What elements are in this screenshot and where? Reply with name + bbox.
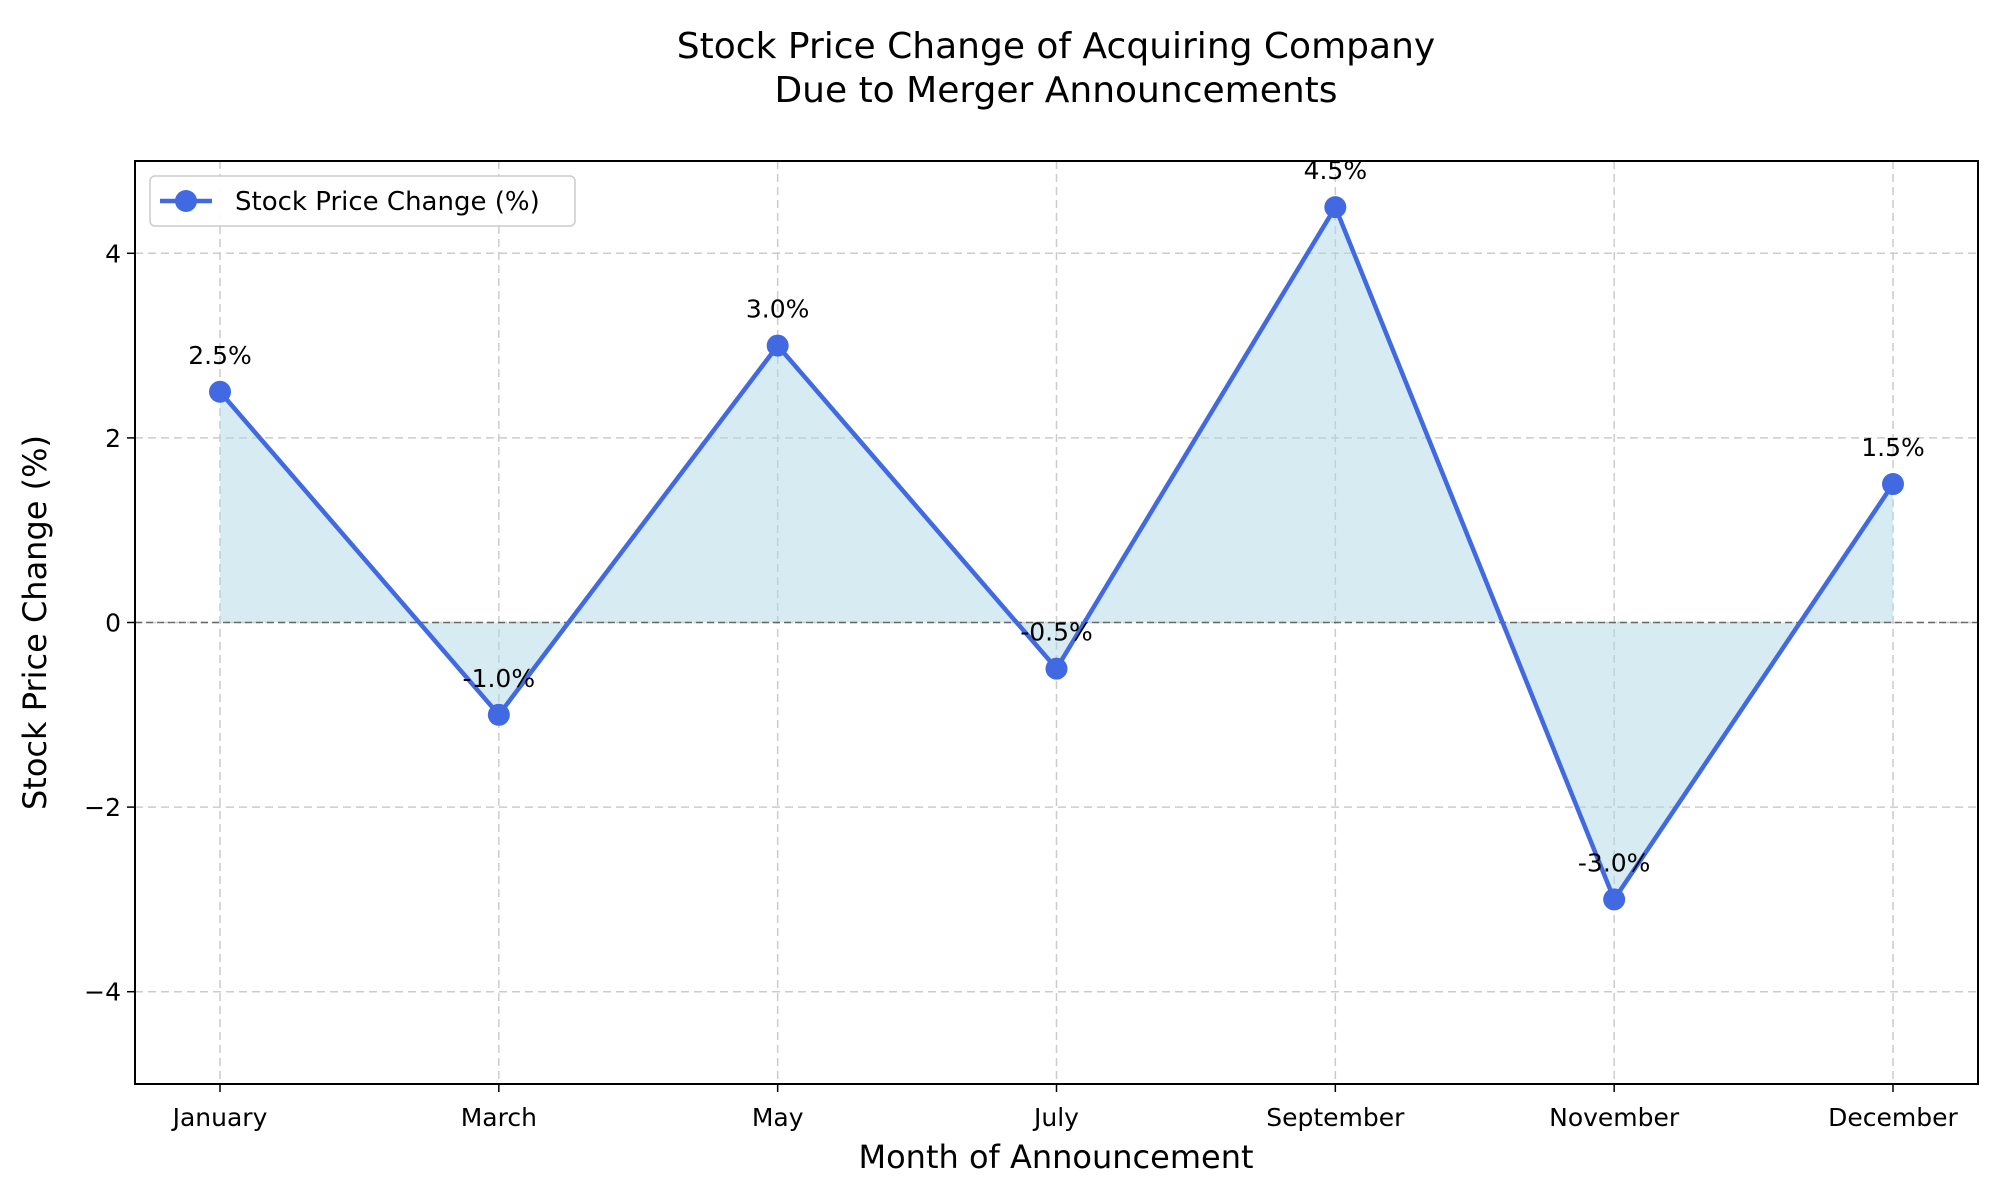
x-tick-label: July	[1032, 1103, 1079, 1132]
data-label-layer: 2.5%-1.0%3.0%-0.5%4.5%-3.0%1.5%	[188, 156, 1925, 877]
x-tick-label: January	[171, 1103, 268, 1132]
data-point	[766, 334, 789, 357]
data-label: 3.0%	[746, 295, 810, 324]
data-label: 2.5%	[188, 341, 252, 370]
data-point	[487, 703, 510, 726]
legend-box	[149, 175, 576, 227]
data-point	[1045, 657, 1068, 680]
x-axis-label: Month of Announcement	[858, 1138, 1253, 1176]
chart-title-line-2: Due to Merger Announcements	[774, 70, 1337, 111]
x-axis-ticks: January March May July September November Dece…	[171, 1084, 1959, 1132]
chart-title-line-1: Stock Price Change of Acquiring Company	[677, 26, 1435, 67]
data-point	[1603, 888, 1626, 911]
y-axis-ticks: −4 −2 0 2 4	[84, 239, 135, 1007]
data-label: -3.0%	[1578, 848, 1651, 877]
y-tick-label: 0	[105, 609, 121, 638]
chart-title: Stock Price Change of Acquiring Company …	[677, 26, 1435, 111]
data-point	[1324, 196, 1347, 219]
y-tick-label: −4	[84, 978, 121, 1007]
data-point	[209, 380, 231, 403]
y-tick-label: −2	[84, 793, 121, 822]
y-axis-label: Stock Price Change (%)	[16, 435, 54, 810]
x-tick-label: September	[1266, 1103, 1405, 1132]
y-tick-label: 2	[105, 424, 121, 453]
x-tick-label: March	[461, 1103, 537, 1132]
data-label: -1.0%	[463, 664, 536, 693]
legend-label: Stock Price Change (%)	[235, 187, 540, 217]
data-label: -0.5%	[1020, 618, 1093, 647]
legend: Stock Price Change (%)	[149, 175, 576, 227]
x-tick-label: May	[752, 1103, 804, 1132]
data-label: 1.5%	[1861, 433, 1925, 462]
x-tick-label: November	[1549, 1103, 1680, 1132]
x-tick-label: December	[1828, 1103, 1958, 1132]
data-point-layer	[209, 196, 1904, 911]
legend-marker	[175, 190, 197, 212]
data-point	[1882, 473, 1904, 496]
y-tick-label: 4	[105, 239, 121, 268]
